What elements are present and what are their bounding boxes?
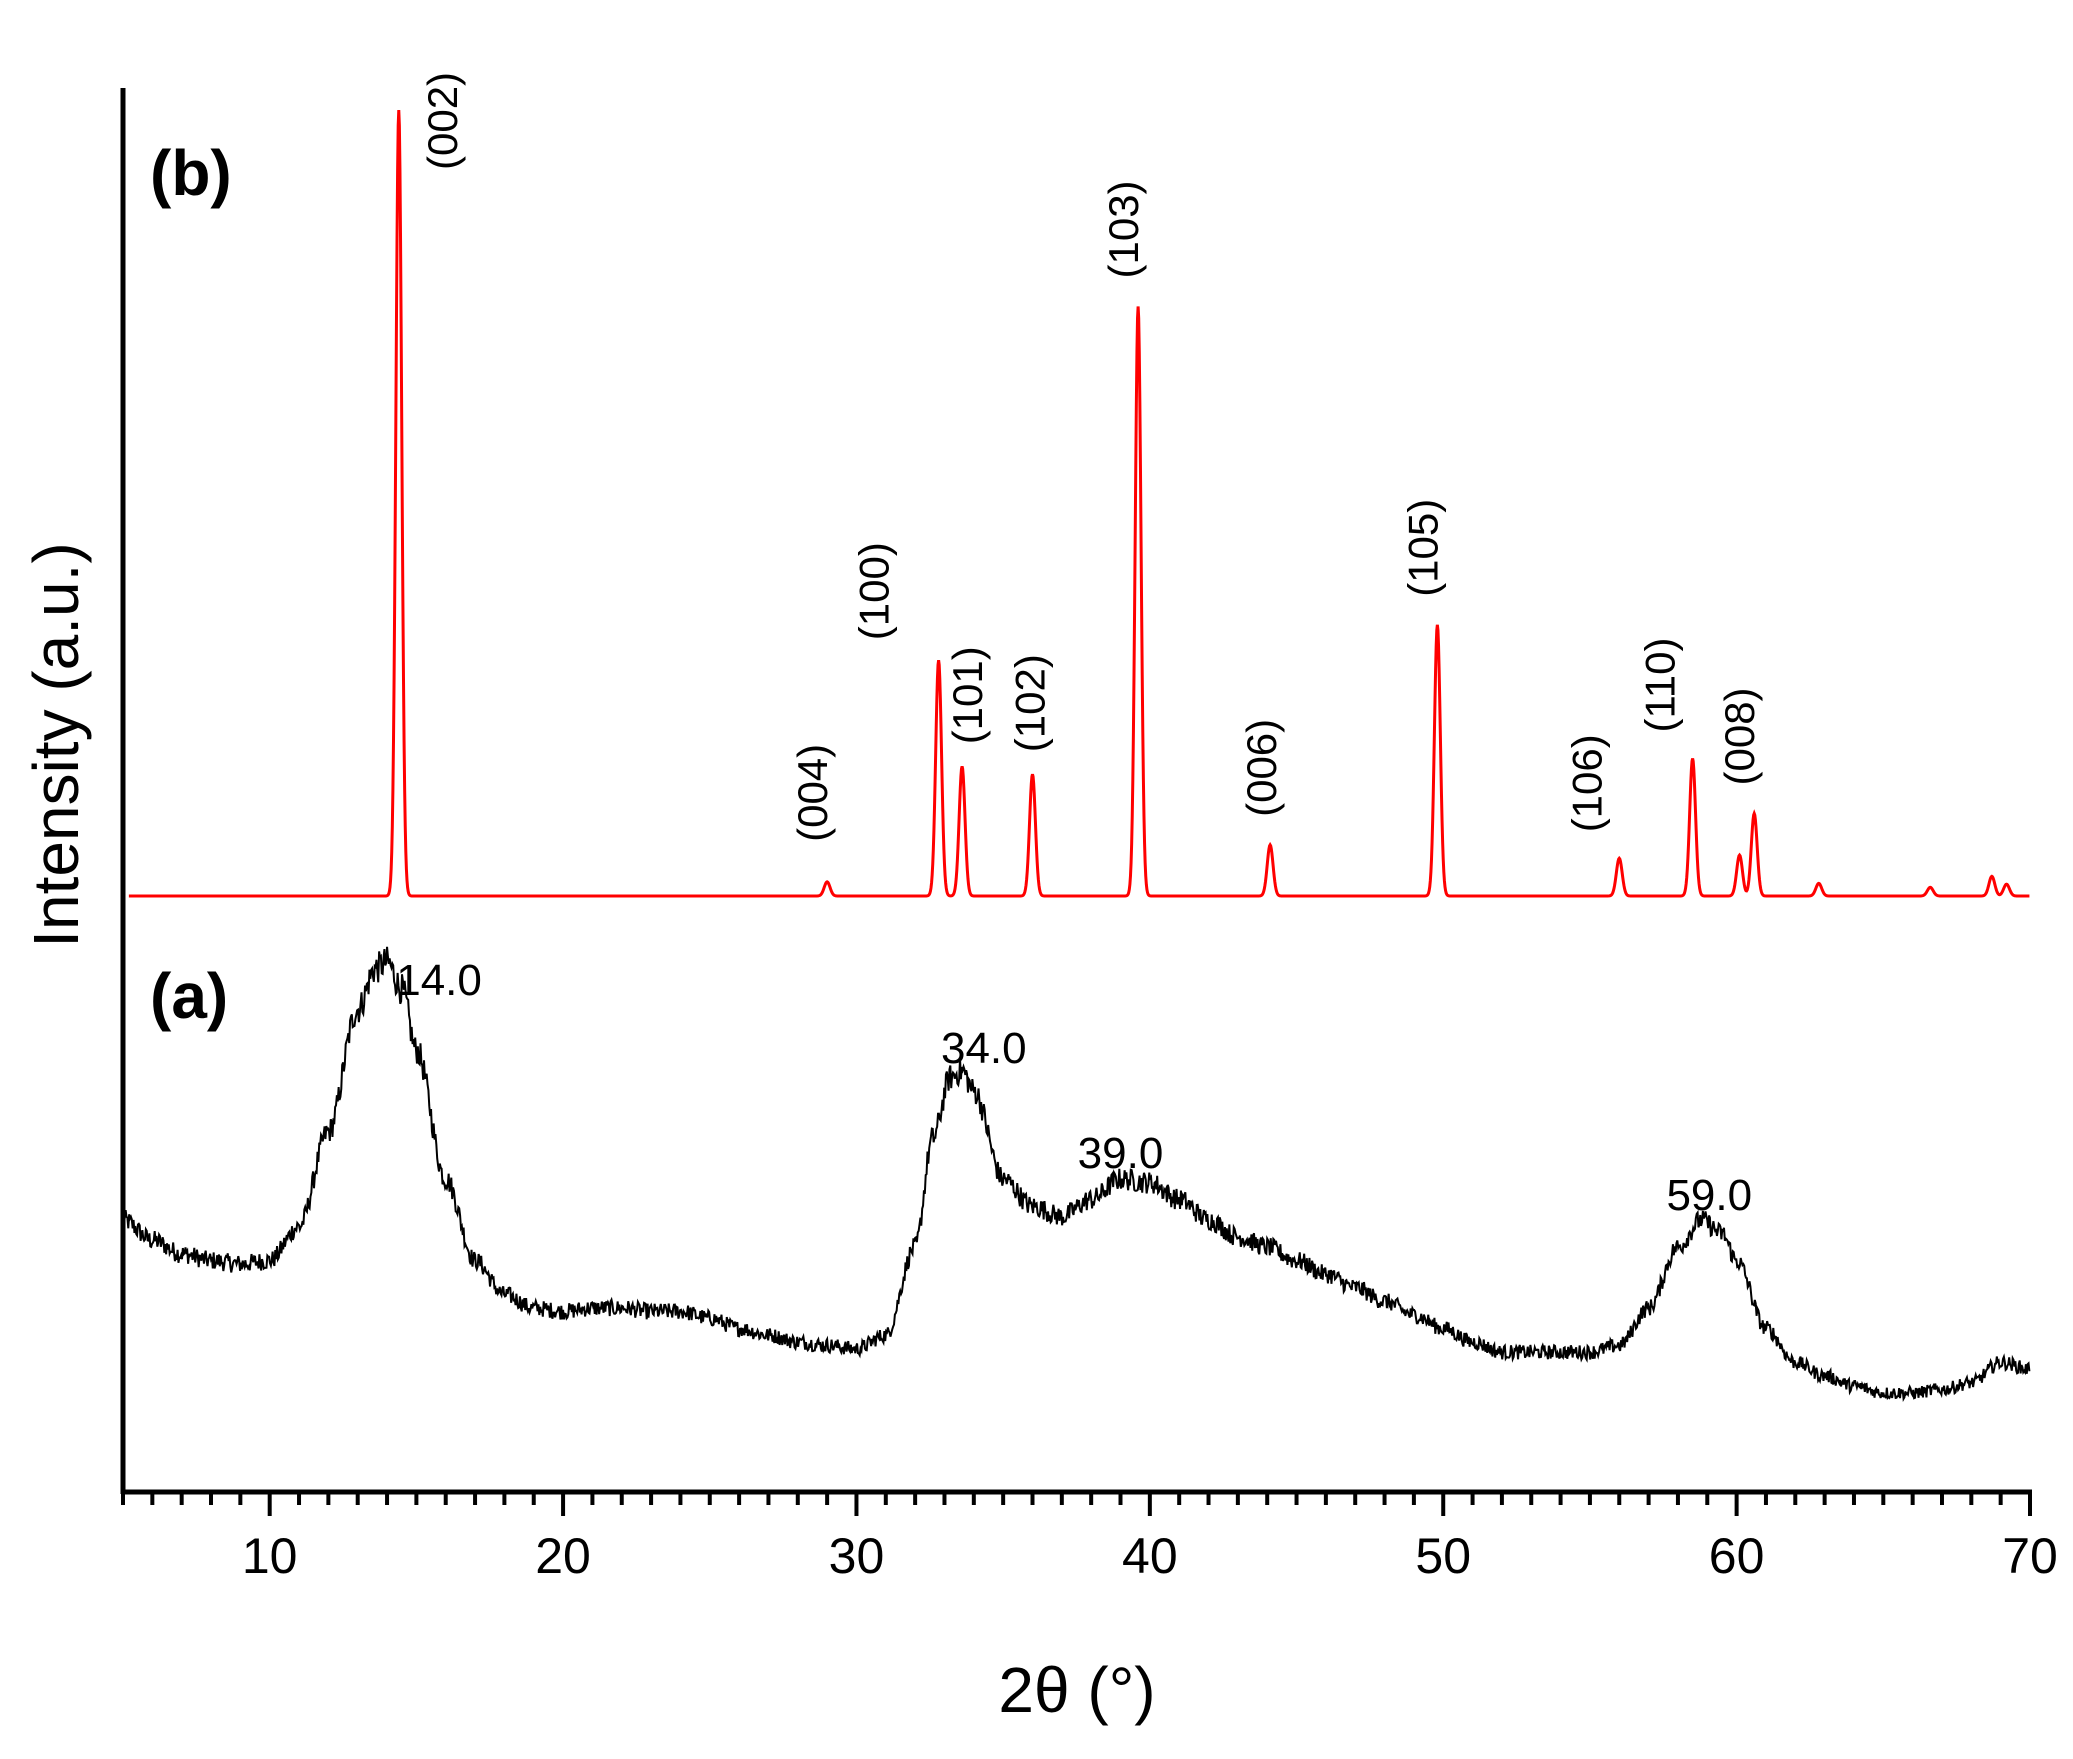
hkl-label: (110) — [1637, 638, 1684, 733]
peak-annotation: 39.0 — [1078, 1129, 1164, 1178]
series-b-line — [128, 109, 2030, 898]
hkl-label: (102) — [1007, 654, 1054, 752]
hkl-label: (106) — [1563, 734, 1610, 832]
x-tick-label: 70 — [2002, 1528, 2058, 1584]
x-tick-label: 50 — [1415, 1528, 1471, 1584]
x-tick-label: 30 — [829, 1528, 885, 1584]
x-tick-label: 60 — [1709, 1528, 1765, 1584]
hkl-label: (101) — [944, 646, 991, 744]
x-tick-label: 20 — [535, 1528, 591, 1584]
peak-annotation: 59.0 — [1666, 1171, 1752, 1220]
x-tick-label: 10 — [242, 1528, 298, 1584]
hkl-label: (100) — [851, 542, 898, 640]
x-axis-title: 2θ (°) — [998, 1654, 1155, 1726]
panel-label-b: (b) — [150, 137, 232, 209]
hkl-label: (103) — [1100, 180, 1147, 278]
labels-layer: (002) (004) (100) (101) (102) (103) (006) (105)… — [150, 72, 1763, 1220]
hkl-label: (004) — [789, 744, 836, 842]
series-layer — [122, 109, 2031, 1403]
x-tick-label: 40 — [1122, 1528, 1178, 1584]
peak-annotation: 34.0 — [941, 1024, 1027, 1073]
hkl-label: (008) — [1716, 687, 1763, 785]
hkl-label: (006) — [1238, 719, 1285, 817]
hkl-label: (002) — [419, 72, 466, 170]
peak-annotation: 14.0 — [396, 956, 482, 1005]
x-ticks: 10 20 30 40 50 60 70 — [121, 1492, 2058, 1584]
panel-label-a: (a) — [150, 960, 228, 1032]
axes: 10 20 30 40 50 60 70 — [120, 88, 2058, 1584]
series-a-line — [122, 946, 2031, 1403]
y-axis-title: Intensity (a.u.) — [20, 542, 92, 948]
hkl-label: (105) — [1399, 499, 1446, 597]
